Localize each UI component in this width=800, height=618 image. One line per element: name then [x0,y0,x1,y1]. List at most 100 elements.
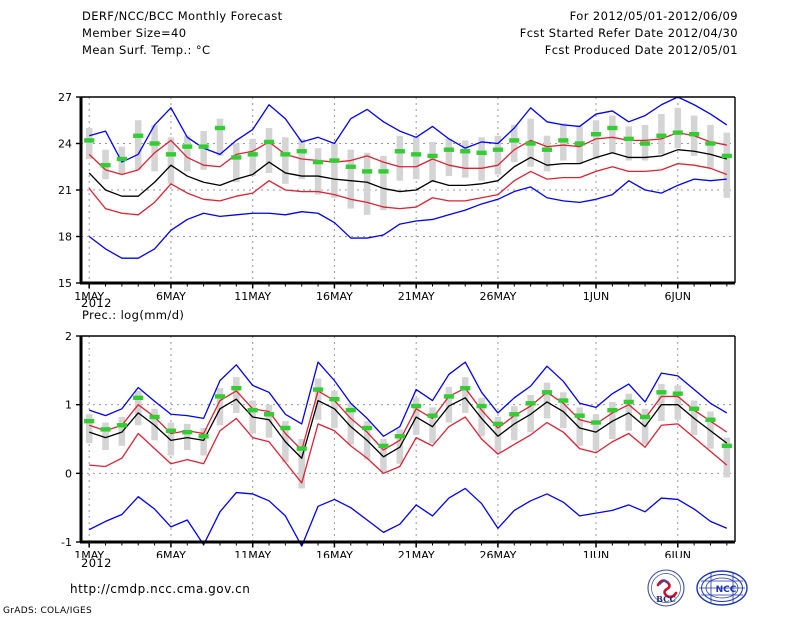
median-marker [165,152,176,157]
forecast-period-label: For 2012/05/01-2012/06/09 [569,9,738,23]
spread-bar [625,126,632,161]
bcc-logo-text: BCC [656,594,676,604]
median-marker [100,427,111,432]
median-marker [558,138,569,143]
spread-bar [658,384,665,422]
median-marker [640,414,651,420]
median-markers-group [84,385,732,451]
median-marker [149,414,160,420]
median-marker [263,139,275,145]
median-marker [492,147,503,152]
spread-bar [85,414,93,444]
plot-area [81,97,735,283]
spread-bar [625,393,632,431]
median-marker [263,412,275,417]
median-marker [623,136,634,142]
spread-bar [282,137,289,184]
median-marker [509,412,520,417]
median-marker [590,132,602,137]
median-marker [656,390,667,395]
median-marker [607,407,618,413]
median-marker [476,403,487,409]
agency-logos: BCC NCC [645,568,750,608]
median-marker [198,144,209,149]
spread-bar [723,132,731,198]
median-marker [345,407,356,413]
spread-bar [184,135,191,172]
median-marker [231,385,242,391]
x-tick-label: 26MAY [479,290,516,303]
median-marker [214,394,226,399]
median-marker [84,418,95,424]
spread-bar [347,149,355,209]
median-marker [362,425,373,431]
x-tick-label: 1MAY [74,549,104,558]
y-tick-label: 1 [65,399,72,412]
median-marker [214,125,226,131]
fcst-started-label: Fcst Started Refer Date 2012/04/30 [519,26,738,40]
median-marker [427,153,438,159]
x-tick-label: 6JUN [665,290,692,303]
spread-bar [184,423,191,450]
spread-bar [543,135,551,172]
series-line-q25 [89,416,728,484]
surface-temperature-chart: 15 18 21 24 27 1MAY 6MAY 11MAY 16MAY 21MAY 26MAY 1J… [58,91,736,303]
median-marker [558,398,569,403]
median-marker [443,147,454,152]
median-marker [362,169,373,174]
x-tick-label: 21MAY [398,549,435,558]
median-marker [525,401,536,406]
spread-bar [461,377,469,413]
median-marker [378,169,389,174]
median-marker [705,417,716,422]
top-chart-variable-label: Mean Surf. Temp.: °C [82,43,211,57]
x-tick-label: 21MAY [398,290,435,303]
x-tick-label: 11MAY [234,290,271,303]
spread-bar [167,422,175,456]
spread-bar [478,137,485,181]
spread-bar [134,390,142,426]
series-line-min [88,487,728,547]
spread-bar [314,378,322,420]
median-marker [231,155,242,160]
y-tick-label: 15 [58,277,72,290]
spread-bar [412,397,420,435]
cmdp-url-link[interactable]: http://cmdp.ncc.cma.gov.cn [70,582,251,596]
spread-bar [707,124,714,169]
median-marker [721,153,732,159]
spread-bar [363,152,371,215]
spread-bar [723,437,731,478]
y-tick-label: 0 [65,467,72,480]
series-line-q25 [88,163,728,216]
spread-bar [576,407,583,446]
ncc-logo-icon: NCC [696,570,748,606]
spread-bar [396,135,404,181]
x-tick-label: 6MAY [156,290,186,303]
median-marker [84,138,95,143]
x-tick-label: 1MAY [74,290,104,303]
median-marker [116,423,127,428]
median-marker [329,396,340,402]
spread-bar [380,439,387,472]
fcst-produced-label: Fcst Produced Date 2012/05/01 [544,43,738,57]
median-marker [378,443,389,449]
spread-bar [134,120,142,170]
median-marker [149,141,160,146]
median-marker [394,434,405,439]
median-marker [689,406,700,411]
x-tick-label: 16MAY [316,549,353,558]
median-marker [590,420,602,425]
logo-svg: BCC NCC [647,569,748,607]
spread-bar [167,137,175,184]
median-marker [492,421,503,427]
spread-bar [560,392,567,429]
spread-bar [592,120,600,159]
median-marker [411,152,422,157]
page-title: DERF/NCC/BCC Monthly Forecast [82,9,283,23]
median-marker [394,149,405,154]
y-tick-label: 18 [58,231,72,244]
spread-bar [674,385,682,420]
spread-bar [674,107,682,149]
